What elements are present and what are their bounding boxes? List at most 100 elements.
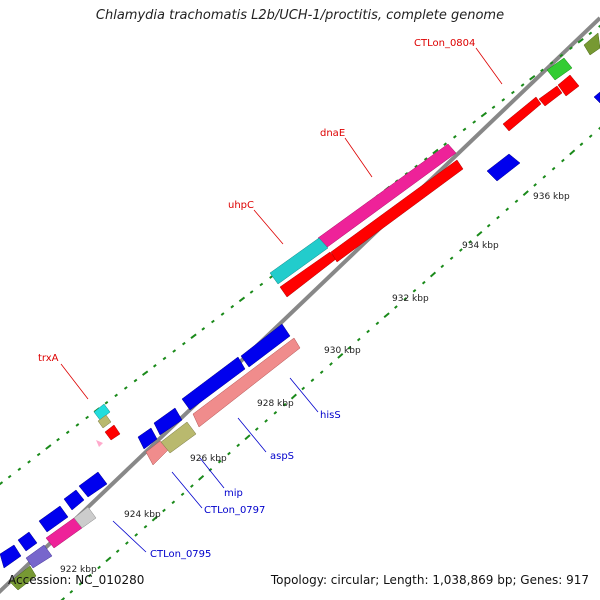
outer-tick-mark bbox=[269, 275, 273, 279]
inner-tick-mark bbox=[244, 434, 251, 441]
inner-tick-mark bbox=[105, 556, 112, 563]
gene-label-mip: mip bbox=[224, 488, 243, 499]
scale-labels: 922 kbp 924 kbp 926 kbp 928 kbp 930 kbp … bbox=[60, 192, 570, 575]
inner-tick-mark bbox=[375, 321, 380, 326]
inner-tick-mark bbox=[561, 158, 565, 163]
inner-tick-mark bbox=[496, 215, 500, 220]
inner-tick-mark bbox=[115, 549, 120, 553]
inner-tick-mark bbox=[347, 345, 352, 350]
outer-tick-mark bbox=[114, 393, 119, 398]
inner-tick-mark bbox=[551, 166, 556, 171]
outer-tick-mark bbox=[45, 444, 52, 450]
outer-tick-mark bbox=[462, 127, 467, 132]
inner-tick-mark bbox=[383, 312, 390, 319]
outer-tick-mark bbox=[452, 135, 457, 139]
inner-tick-mark bbox=[429, 271, 437, 278]
outer-tick-mark bbox=[201, 327, 206, 331]
outer-tick-mark bbox=[0, 481, 4, 486]
inner-tick-mark bbox=[143, 524, 148, 529]
gene-dnaE[interactable] bbox=[317, 143, 457, 249]
inner-tick-mark bbox=[97, 565, 101, 570]
map-title: Chlamydia trachomatis L2b/UCH-1/proctiti… bbox=[95, 8, 505, 23]
outer-tick-mark bbox=[432, 148, 439, 155]
inner-tick-mark bbox=[459, 248, 463, 252]
outer-tick-mark bbox=[443, 142, 448, 146]
outer-tick-mark bbox=[540, 68, 544, 73]
gene-ctlon0804-block[interactable] bbox=[502, 32, 600, 132]
gene-labels: CTLon_0804 dnaE uhpC trxA hisS aspS mip … bbox=[38, 38, 475, 560]
scale-label-926: 926 kbp bbox=[190, 454, 227, 464]
scale-label-928: 928 kbp bbox=[257, 399, 294, 409]
outer-tick-mark bbox=[549, 61, 554, 65]
outer-tick-mark bbox=[17, 467, 22, 471]
gene-lavender[interactable] bbox=[25, 544, 53, 569]
inner-tick-mark bbox=[171, 500, 176, 505]
inner-tick-mark bbox=[421, 280, 426, 285]
outer-tick-mark bbox=[230, 304, 235, 309]
inner-tick-mark bbox=[319, 370, 324, 374]
gene-label-aspS: aspS bbox=[270, 451, 294, 462]
inner-tick-mark bbox=[366, 329, 370, 334]
gene-trxA[interactable] bbox=[93, 403, 121, 447]
inner-tick-mark bbox=[290, 393, 297, 400]
outer-tick-mark bbox=[510, 90, 515, 95]
inner-tick-mark bbox=[151, 515, 158, 522]
inner-tick-mark bbox=[403, 297, 408, 301]
outer-tick-mark bbox=[56, 437, 60, 442]
outer-tick-mark bbox=[491, 105, 496, 109]
inner-tick-mark bbox=[440, 264, 445, 269]
inner-tick-mark bbox=[486, 223, 491, 228]
outer-tick-mark bbox=[210, 319, 215, 324]
scale-label-936: 936 kbp bbox=[533, 192, 570, 202]
outer-tick-mark bbox=[588, 31, 593, 36]
gene-reverse-strand[interactable] bbox=[0, 91, 600, 569]
inner-tick-mark bbox=[542, 175, 547, 179]
outer-tick-mark bbox=[152, 364, 157, 368]
outer-tick-mark bbox=[501, 98, 506, 102]
inner-tick-mark bbox=[78, 581, 83, 586]
inner-tick-mark bbox=[598, 126, 600, 130]
scale-label-924: 924 kbp bbox=[124, 510, 161, 520]
scale-label-930: 930 kbp bbox=[324, 346, 361, 356]
accession-label: Accession: NC_010280 bbox=[8, 573, 145, 587]
outer-tick-mark bbox=[65, 430, 70, 435]
gene-magenta-lower[interactable] bbox=[45, 506, 97, 549]
outer-tick-mark bbox=[569, 46, 573, 50]
scale-label-934: 934 kbp bbox=[462, 241, 499, 251]
inner-tick-ring bbox=[60, 126, 600, 600]
gene-uhpC[interactable] bbox=[269, 237, 329, 285]
inner-tick-mark bbox=[449, 256, 454, 261]
outer-tick-mark bbox=[75, 423, 80, 427]
inner-tick-mark bbox=[87, 573, 92, 578]
outer-tick-mark bbox=[162, 356, 167, 361]
inner-tick-mark bbox=[533, 183, 537, 187]
outer-tick-mark bbox=[123, 386, 128, 390]
inner-tick-mark bbox=[476, 230, 483, 237]
outer-tick-mark bbox=[172, 349, 177, 353]
outer-tick-mark bbox=[220, 312, 225, 316]
gene-olive[interactable] bbox=[9, 421, 197, 591]
outer-tick-mark bbox=[598, 24, 600, 28]
scale-label-932: 932 kbp bbox=[392, 294, 429, 304]
outer-tick-mark bbox=[7, 474, 12, 479]
outer-tick-mark bbox=[27, 460, 31, 464]
label-leader-lines bbox=[60, 47, 503, 553]
gene-label-ctlon0795: CTLon_0795 bbox=[150, 549, 211, 560]
inner-tick-mark bbox=[356, 337, 361, 342]
inner-tick-mark bbox=[282, 402, 287, 407]
outer-tick-mark bbox=[36, 452, 41, 457]
inner-tick-mark bbox=[273, 411, 278, 415]
gene-label-ctlon0804: CTLon_0804 bbox=[414, 38, 475, 49]
inner-tick-mark bbox=[514, 199, 519, 204]
inner-tick-mark bbox=[227, 451, 231, 456]
inner-tick-mark bbox=[180, 492, 185, 497]
gene-red-forward[interactable] bbox=[279, 159, 464, 298]
gene-hisS[interactable] bbox=[192, 337, 301, 428]
scale-label-922: 922 kbp bbox=[60, 565, 97, 575]
outer-tick-mark bbox=[480, 111, 488, 118]
inner-tick-mark bbox=[301, 386, 306, 391]
inner-tick-mark bbox=[254, 427, 259, 431]
inner-tick-mark bbox=[310, 378, 315, 383]
